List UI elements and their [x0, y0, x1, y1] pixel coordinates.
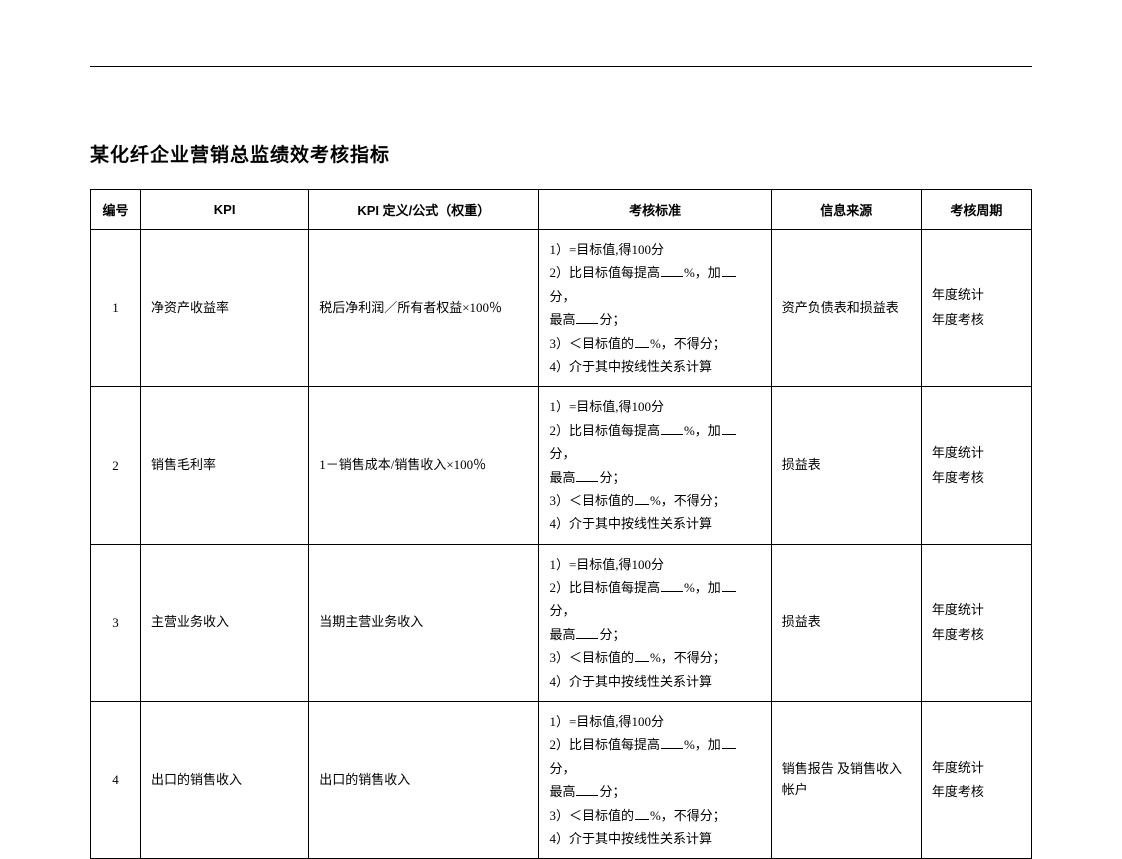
cell-no: 1	[91, 230, 141, 387]
cell-no: 3	[91, 544, 141, 701]
std-line: 最高分；	[549, 623, 760, 646]
std-line: 2）比目标值每提高%，加分，	[549, 733, 760, 780]
table-body: 1净资产收益率税后净利润／所有者权益×100％1）=目标值,得100分2）比目标…	[91, 230, 1032, 859]
table-header-row: 编号 KPI KPI 定义/公式（权重） 考核标准 信息来源 考核周期	[91, 190, 1032, 230]
cell-cycle: 年度统计年度考核	[921, 230, 1031, 387]
std-line: 4）介于其中按线性关系计算	[549, 827, 760, 850]
top-horizontal-rule	[90, 66, 1032, 67]
std-line: 4）介于其中按线性关系计算	[549, 355, 760, 378]
cell-cycle: 年度统计年度考核	[921, 544, 1031, 701]
cell-def: 当期主营业务收入	[309, 544, 539, 701]
cell-def: 1－销售成本/销售收入×100％	[309, 387, 539, 544]
col-header-src: 信息来源	[771, 190, 921, 230]
std-line: 4）介于其中按线性关系计算	[549, 670, 760, 693]
cell-src: 损益表	[771, 544, 921, 701]
std-line: 最高分；	[549, 308, 760, 331]
col-header-def: KPI 定义/公式（权重）	[309, 190, 539, 230]
std-line: 4）介于其中按线性关系计算	[549, 512, 760, 535]
cell-kpi: 销售毛利率	[141, 387, 309, 544]
col-header-no: 编号	[91, 190, 141, 230]
cell-cycle: 年度统计年度考核	[921, 702, 1031, 859]
kpi-table: 编号 KPI KPI 定义/公式（权重） 考核标准 信息来源 考核周期 1净资产…	[90, 189, 1032, 859]
cell-std: 1）=目标值,得100分2）比目标值每提高%，加分，最高分；3）＜目标值的%，不…	[539, 387, 771, 544]
std-line: 3）＜目标值的%，不得分；	[549, 804, 760, 827]
cell-std: 1）=目标值,得100分2）比目标值每提高%，加分，最高分；3）＜目标值的%，不…	[539, 230, 771, 387]
col-header-cycle: 考核周期	[921, 190, 1031, 230]
document-title: 某化纤企业营销总监绩效考核指标	[90, 140, 1032, 167]
table-row: 1净资产收益率税后净利润／所有者权益×100％1）=目标值,得100分2）比目标…	[91, 230, 1032, 387]
col-header-kpi: KPI	[141, 190, 309, 230]
cell-kpi: 出口的销售收入	[141, 702, 309, 859]
std-line: 1）=目标值,得100分	[549, 238, 760, 261]
std-line: 1）=目标值,得100分	[549, 395, 760, 418]
cell-def: 出口的销售收入	[309, 702, 539, 859]
cell-kpi: 净资产收益率	[141, 230, 309, 387]
cell-src: 资产负债表和损益表	[771, 230, 921, 387]
std-line: 2）比目标值每提高%，加分，	[549, 419, 760, 466]
std-line: 3）＜目标值的%，不得分；	[549, 332, 760, 355]
cell-std: 1）=目标值,得100分2）比目标值每提高%，加分，最高分；3）＜目标值的%，不…	[539, 544, 771, 701]
table-row: 3主营业务收入当期主营业务收入1）=目标值,得100分2）比目标值每提高%，加分…	[91, 544, 1032, 701]
std-line: 2）比目标值每提高%，加分，	[549, 576, 760, 623]
cell-src: 销售报告 及销售收入帐户	[771, 702, 921, 859]
cell-def: 税后净利润／所有者权益×100％	[309, 230, 539, 387]
cell-kpi: 主营业务收入	[141, 544, 309, 701]
table-row: 4出口的销售收入出口的销售收入1）=目标值,得100分2）比目标值每提高%，加分…	[91, 702, 1032, 859]
cell-std: 1）=目标值,得100分2）比目标值每提高%，加分，最高分；3）＜目标值的%，不…	[539, 702, 771, 859]
std-line: 1）=目标值,得100分	[549, 710, 760, 733]
cell-cycle: 年度统计年度考核	[921, 387, 1031, 544]
std-line: 3）＜目标值的%，不得分；	[549, 489, 760, 512]
std-line: 最高分；	[549, 780, 760, 803]
std-line: 2）比目标值每提高%，加分，	[549, 261, 760, 308]
table-row: 2销售毛利率1－销售成本/销售收入×100％1）=目标值,得100分2）比目标值…	[91, 387, 1032, 544]
std-line: 最高分；	[549, 466, 760, 489]
cell-no: 4	[91, 702, 141, 859]
cell-no: 2	[91, 387, 141, 544]
col-header-std: 考核标准	[539, 190, 771, 230]
std-line: 3）＜目标值的%，不得分；	[549, 646, 760, 669]
cell-src: 损益表	[771, 387, 921, 544]
std-line: 1）=目标值,得100分	[549, 553, 760, 576]
